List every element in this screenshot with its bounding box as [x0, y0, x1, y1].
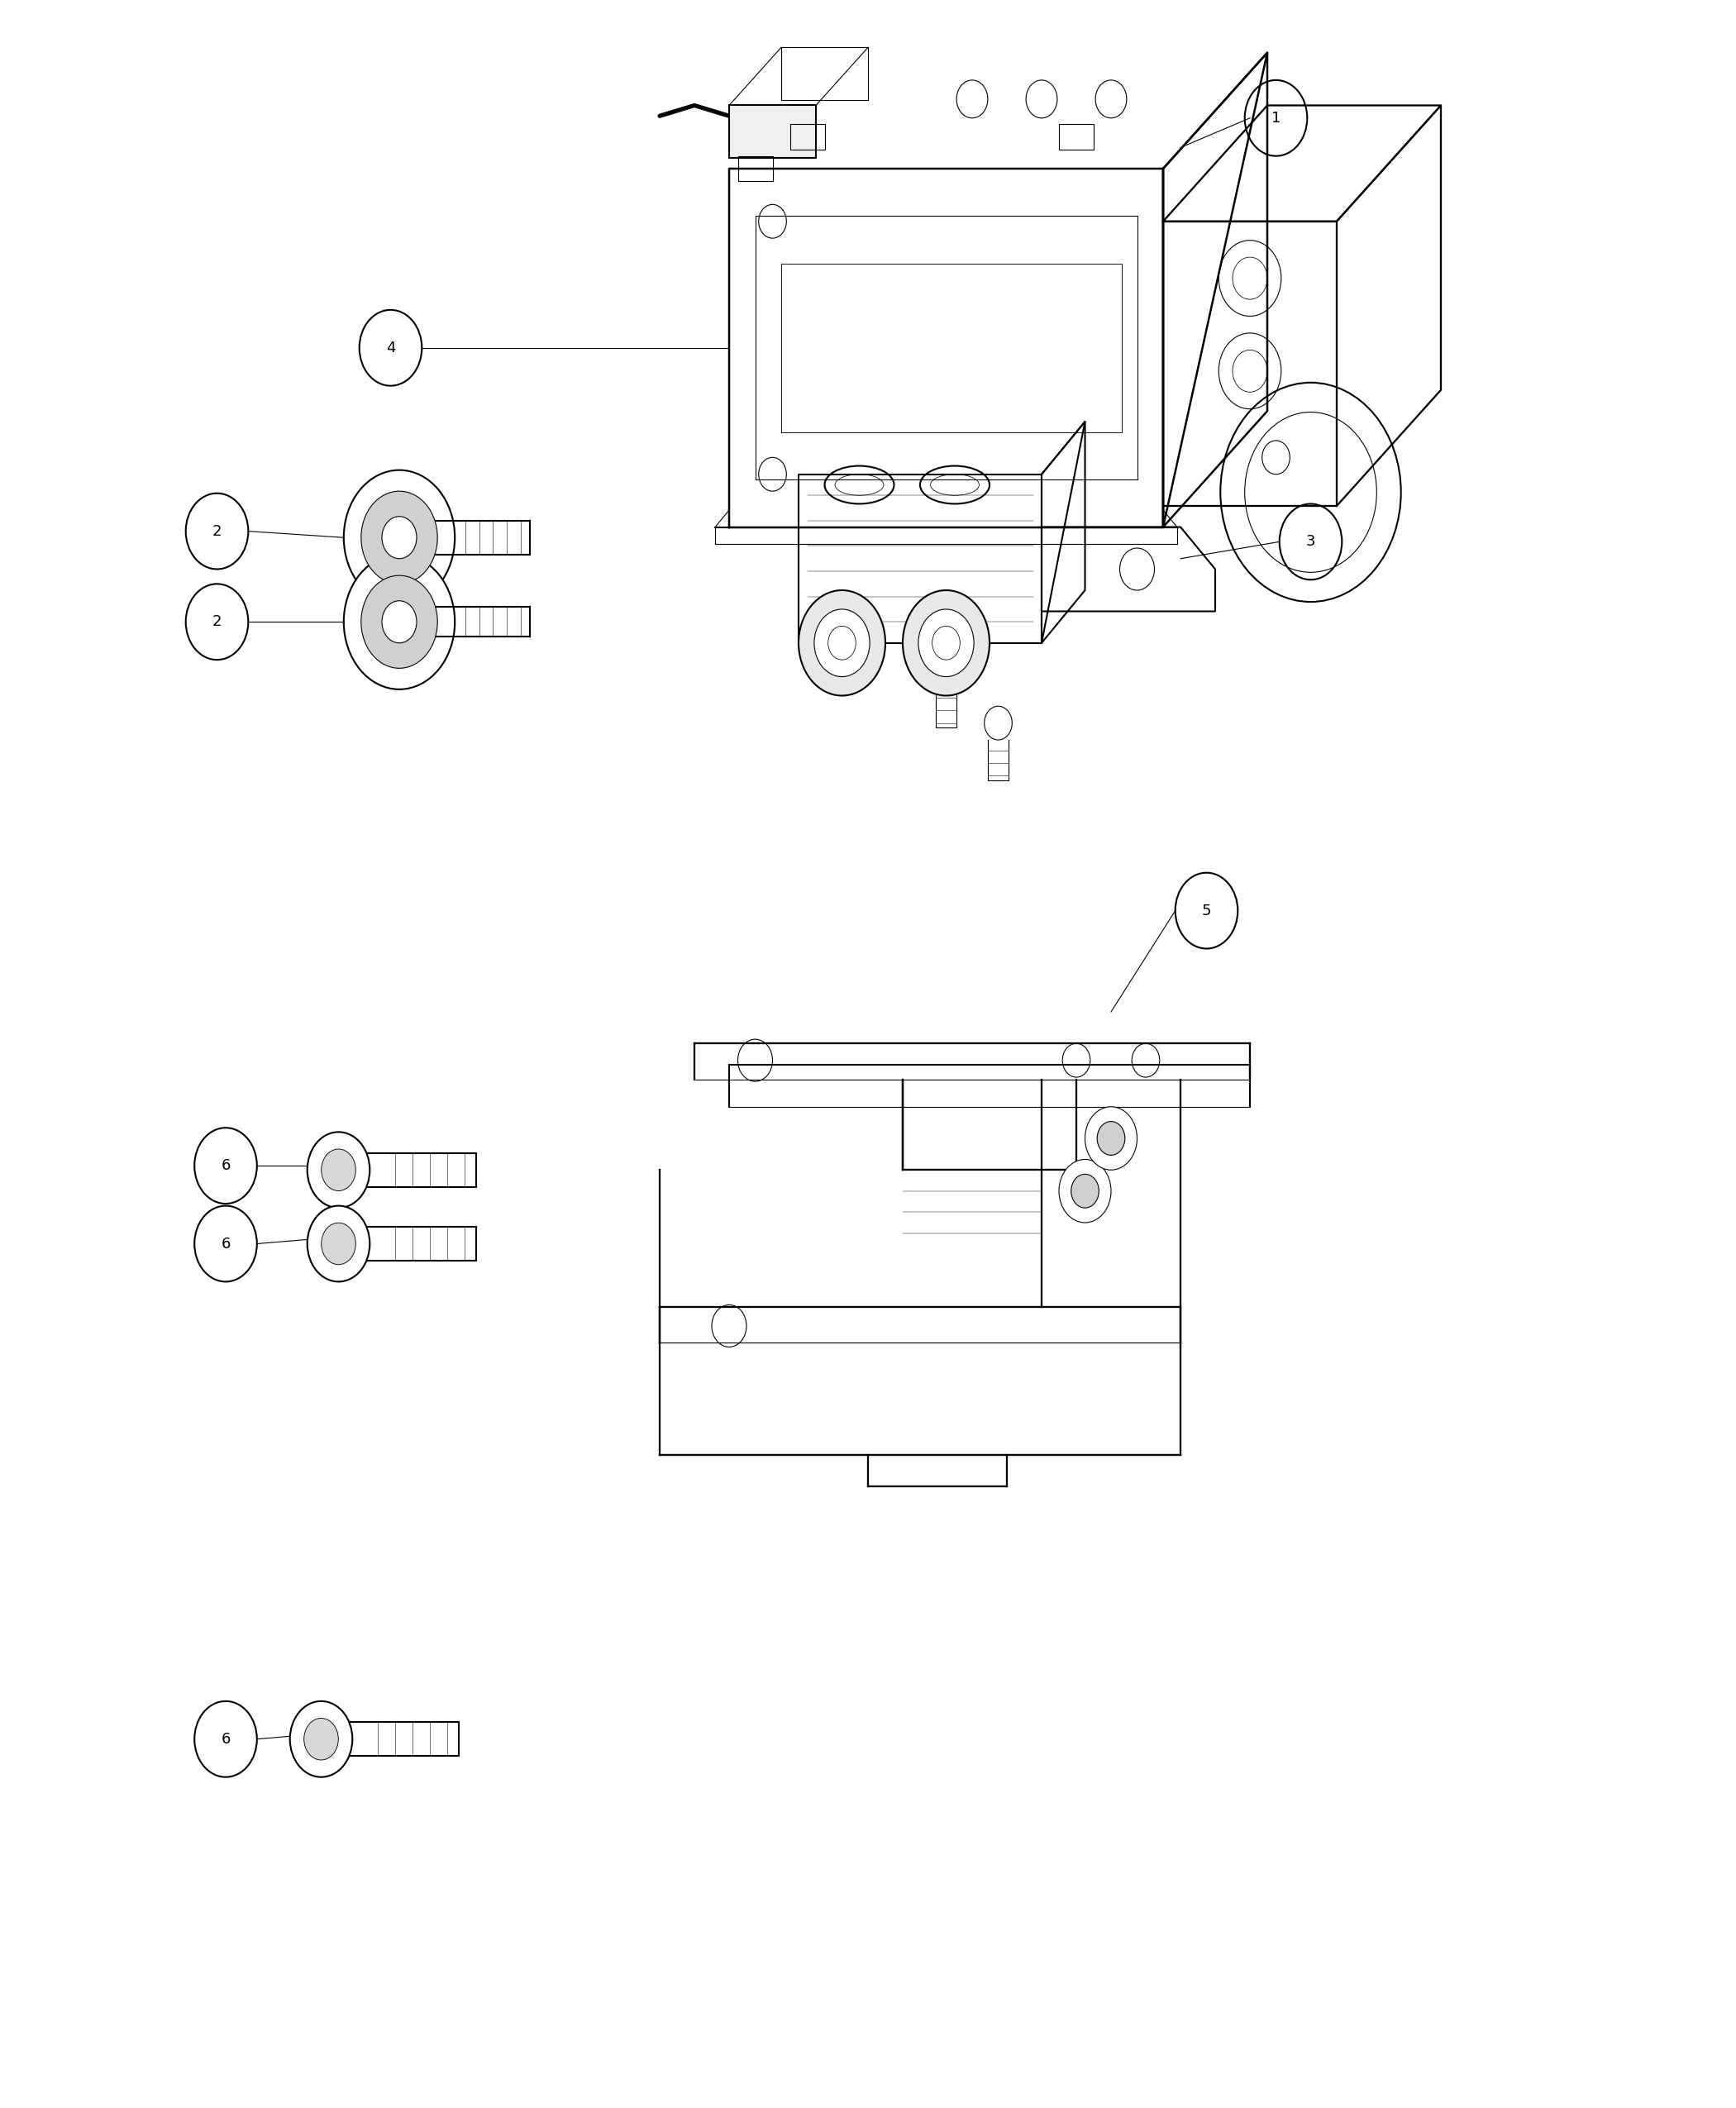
Text: 2: 2	[212, 523, 222, 540]
Circle shape	[1071, 1174, 1099, 1208]
Text: 5: 5	[1201, 902, 1212, 919]
Text: 2: 2	[212, 613, 222, 630]
Circle shape	[799, 590, 885, 696]
Bar	[738, 156, 773, 181]
Bar	[1059, 124, 1094, 150]
Bar	[781, 48, 868, 99]
Circle shape	[382, 601, 417, 643]
Circle shape	[918, 609, 974, 677]
Circle shape	[814, 609, 870, 677]
Circle shape	[307, 1132, 370, 1208]
Circle shape	[321, 1149, 356, 1191]
Circle shape	[361, 575, 437, 668]
Circle shape	[1059, 1159, 1111, 1223]
Text: 6: 6	[220, 1235, 231, 1252]
Text: 1: 1	[1271, 110, 1281, 126]
Circle shape	[1097, 1121, 1125, 1155]
Circle shape	[1085, 1107, 1137, 1170]
Circle shape	[361, 491, 437, 584]
Text: 6: 6	[220, 1157, 231, 1174]
Text: 4: 4	[385, 339, 396, 356]
Circle shape	[903, 590, 990, 696]
Circle shape	[321, 1223, 356, 1265]
Circle shape	[344, 470, 455, 605]
Circle shape	[344, 554, 455, 689]
Circle shape	[290, 1701, 352, 1777]
Circle shape	[304, 1718, 339, 1760]
Bar	[729, 105, 816, 158]
Text: 6: 6	[220, 1731, 231, 1748]
Circle shape	[382, 516, 417, 559]
Circle shape	[307, 1206, 370, 1282]
Bar	[790, 124, 825, 150]
Text: 3: 3	[1305, 533, 1316, 550]
